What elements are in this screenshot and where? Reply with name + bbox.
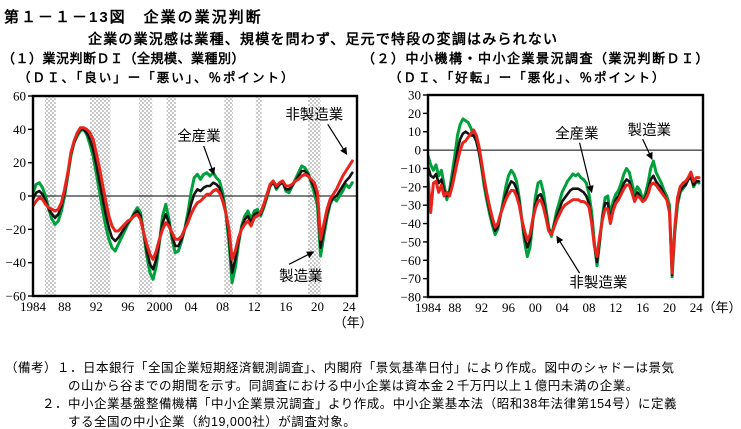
svg-text:−70: −70 xyxy=(401,271,421,286)
svg-text:−80: −80 xyxy=(401,290,421,305)
svg-text:16: 16 xyxy=(279,299,293,314)
svg-text:92: 92 xyxy=(475,300,488,315)
svg-text:88: 88 xyxy=(58,299,71,314)
svg-text:0: 0 xyxy=(20,189,27,204)
axis-unit-label-right: （ＤＩ、「好転」ー「悪化」、％ポイント） xyxy=(389,71,667,85)
svg-text:40: 40 xyxy=(13,122,26,137)
svg-text:12: 12 xyxy=(609,300,622,315)
svg-text:1984: 1984 xyxy=(415,300,442,315)
note-line: ２．中小企業基盤整備機構「中小企業景況調査」より作成。中小企業基本法（昭和38年… xyxy=(42,397,678,411)
panel-heading-right: （２）中小機構・中小企業景況調査（業況判断ＤＩ） xyxy=(362,51,711,66)
svg-text:24: 24 xyxy=(343,299,357,314)
svg-text:2000: 2000 xyxy=(146,299,172,314)
svg-text:04: 04 xyxy=(556,300,570,315)
note-line: の山から谷までの期間を示す。同調査における中小企業は資本金２千万円以上１億円未満… xyxy=(68,379,639,393)
svg-text:08: 08 xyxy=(216,299,229,314)
svg-text:88: 88 xyxy=(448,300,461,315)
axis-unit-label-left: （ＤＩ、「良い」ー「悪い」、％ポイント） xyxy=(18,71,296,85)
svg-text:20: 20 xyxy=(13,155,26,170)
svg-text:（年）: （年） xyxy=(334,315,372,330)
svg-text:−20: −20 xyxy=(401,179,421,194)
svg-text:30: 30 xyxy=(408,88,421,103)
note-line: する全国の中小企業（約19,000社）が調査対象。 xyxy=(68,415,357,429)
svg-text:20: 20 xyxy=(408,106,421,121)
svg-text:24: 24 xyxy=(690,300,704,315)
svg-text:96: 96 xyxy=(121,299,135,314)
figure-subtitle: 企業の業況感は業種、規模を問わず、足元で特段の変調はみられない xyxy=(88,31,559,47)
svg-text:12: 12 xyxy=(248,299,261,314)
svg-text:0: 0 xyxy=(415,143,422,158)
svg-text:20: 20 xyxy=(311,299,324,314)
svg-text:全産業: 全産業 xyxy=(555,125,599,143)
svg-text:10: 10 xyxy=(408,124,421,139)
svg-text:60: 60 xyxy=(13,89,26,104)
svg-text:−50: −50 xyxy=(401,234,421,249)
figure-title: 第１－１－13図 企業の業況判断 xyxy=(4,9,263,26)
svg-text:16: 16 xyxy=(636,300,650,315)
svg-text:全産業: 全産業 xyxy=(177,127,221,145)
svg-text:−40: −40 xyxy=(6,255,26,270)
svg-text:1984: 1984 xyxy=(20,299,47,314)
svg-text:−40: −40 xyxy=(401,216,421,231)
svg-text:（年）: （年） xyxy=(702,300,741,315)
svg-text:製造業: 製造業 xyxy=(279,268,323,285)
svg-text:非製造業: 非製造業 xyxy=(285,106,343,123)
svg-text:−60: −60 xyxy=(401,253,421,268)
note-line: （備考）１．日本銀行「全国企業短期経済観測調査」、内閣府「景気基準日付」により作… xyxy=(5,361,675,375)
svg-text:00: 00 xyxy=(529,300,542,315)
svg-text:08: 08 xyxy=(582,300,595,315)
svg-text:92: 92 xyxy=(90,299,103,314)
svg-text:非製造業: 非製造業 xyxy=(569,274,627,291)
svg-text:−60: −60 xyxy=(6,289,26,304)
svg-text:20: 20 xyxy=(663,300,676,315)
svg-text:−20: −20 xyxy=(6,222,26,237)
svg-text:−10: −10 xyxy=(401,161,421,176)
svg-text:04: 04 xyxy=(185,299,199,314)
svg-text:−30: −30 xyxy=(401,198,421,213)
panel-heading-left: （１）業況判断ＤＩ（全規模、業種別） xyxy=(2,51,246,66)
svg-text:96: 96 xyxy=(502,300,516,315)
svg-text:製造業: 製造業 xyxy=(628,122,672,139)
